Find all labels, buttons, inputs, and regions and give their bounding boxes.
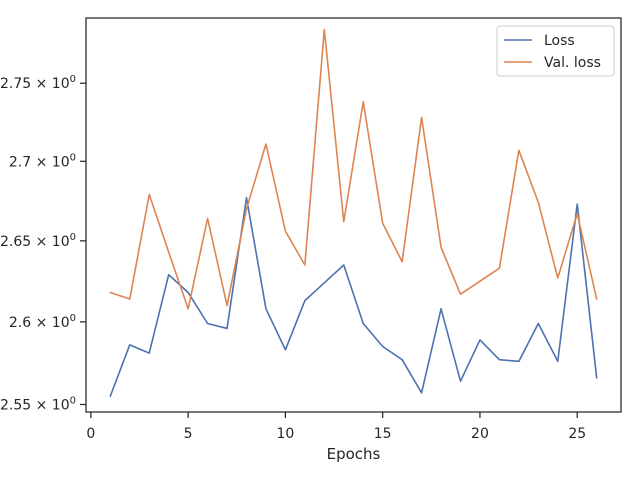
x-tick-label: 0: [86, 426, 95, 442]
y-tick-label: 2.7 × 100: [9, 152, 76, 170]
ticks-layer: 0 5 10 15 20 25 2.55 × 100 2.6 × 100 2.65 × 100 2…: [0, 74, 586, 442]
legend: Loss Val. loss: [496, 25, 615, 77]
legend-label: Val. loss: [544, 55, 601, 71]
x-tick-label: 5: [184, 426, 193, 442]
legend-box: [496, 25, 615, 77]
x-tick-label: 25: [568, 426, 586, 442]
y-tick-label: 2.75 × 100: [0, 74, 76, 92]
y-tick-label: 2.55 × 100: [0, 395, 76, 413]
legend-label: Loss: [544, 33, 575, 49]
plot-frame: [85, 17, 622, 413]
series-line-val-loss: [109, 28, 598, 310]
y-tick-label: 2.6 × 100: [9, 313, 76, 331]
x-tick-label: 10: [276, 426, 294, 442]
y-tick-label: 2.65 × 100: [0, 232, 76, 250]
series-line-loss: [109, 196, 598, 397]
x-tick-label: 20: [471, 426, 489, 442]
lines-layer: [109, 28, 598, 397]
x-tick-label: 15: [374, 426, 392, 442]
x-axis-label: Epochs: [327, 445, 381, 463]
